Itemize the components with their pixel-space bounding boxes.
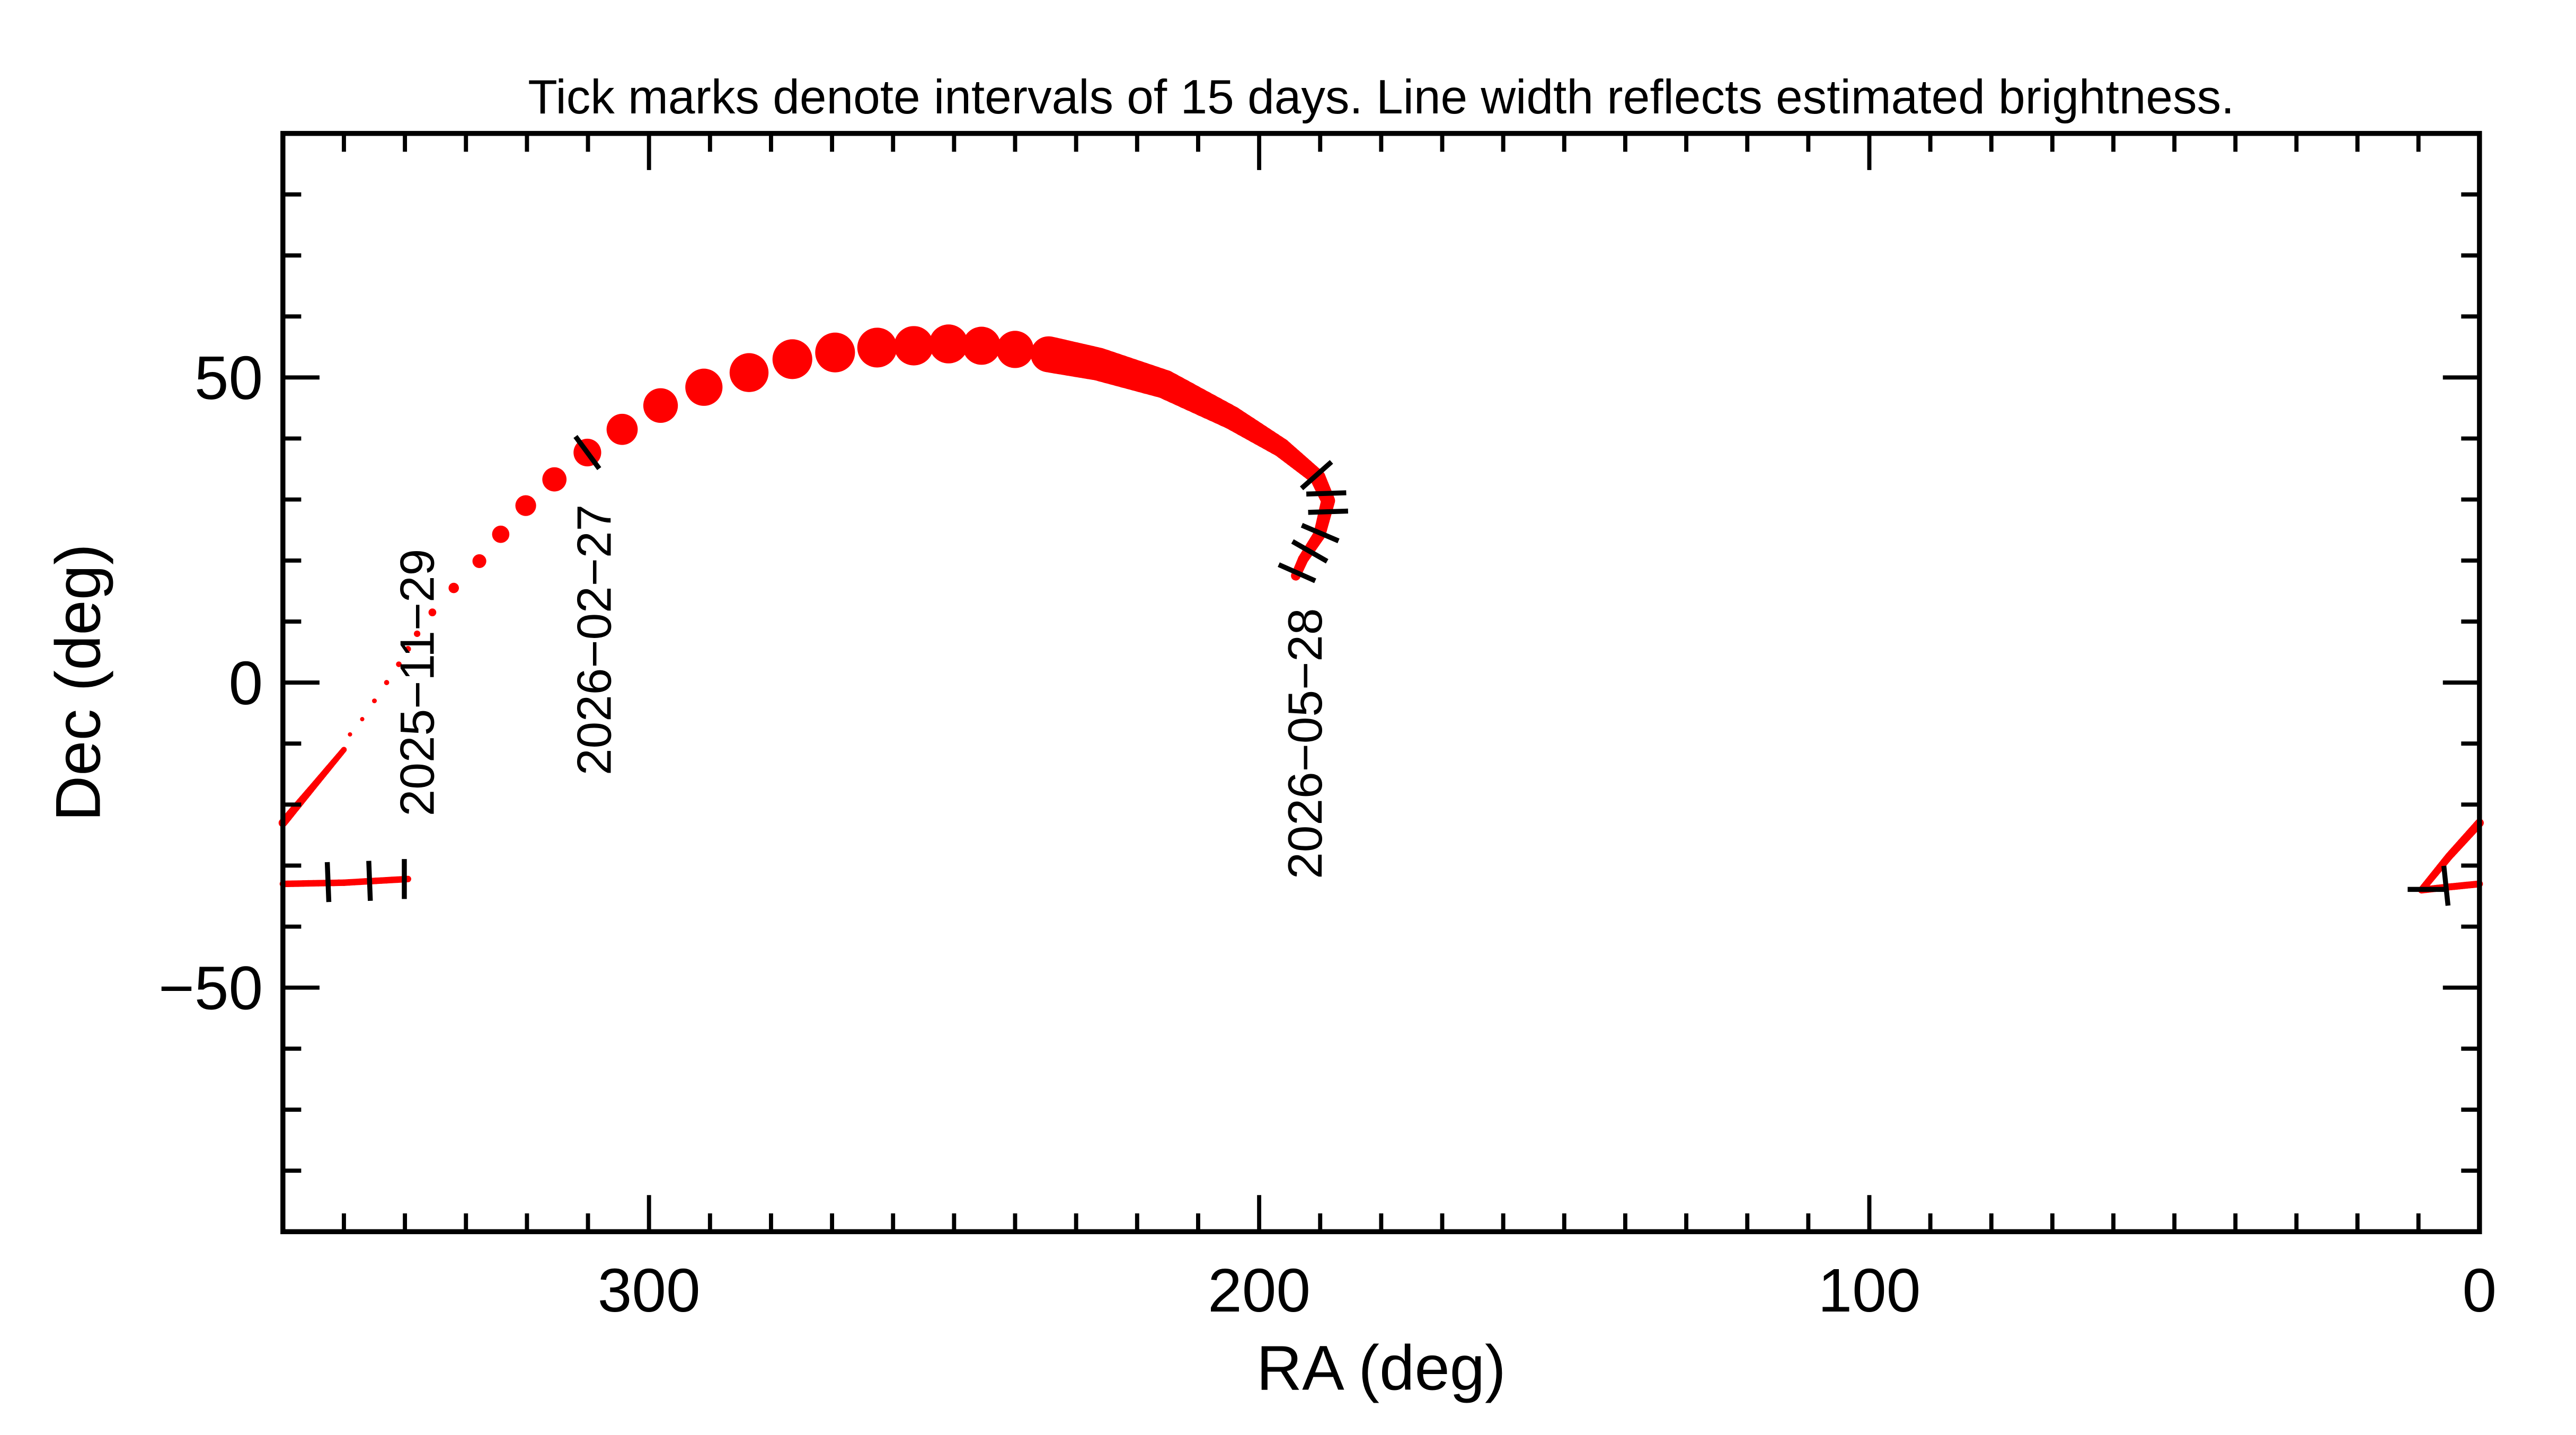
interval-tick-layer — [324, 435, 2451, 906]
track-dot — [515, 495, 536, 516]
interval-tick-mark — [1299, 460, 1333, 491]
y-axis-label: Dec (deg) — [43, 544, 113, 821]
track-dot — [428, 608, 437, 616]
y-tick-label: −50 — [158, 954, 263, 1023]
track-dot — [348, 732, 352, 737]
track-dot — [448, 582, 459, 594]
x-axis-label: RA (deg) — [1256, 1333, 1506, 1404]
track-dot — [414, 630, 421, 637]
interval-tick-mark — [366, 861, 373, 901]
date-label: 2025−11−29 — [391, 549, 445, 817]
track-dot — [857, 327, 897, 368]
track-dot — [643, 388, 678, 423]
track-dot — [962, 326, 1001, 365]
date-label: 2026−02−27 — [568, 504, 621, 775]
track-dot — [396, 661, 402, 667]
track-dot — [492, 525, 510, 543]
y-tick-label: 50 — [194, 343, 263, 412]
interval-tick-mark — [1278, 562, 1316, 583]
axes-layer: 300 200 100 0 50 0 −50 — [158, 131, 2497, 1325]
chart-title: Tick marks denote intervals of 15 days. … — [528, 70, 2234, 124]
interval-tick-mark — [1300, 522, 1340, 544]
track-dot — [542, 467, 567, 492]
date-label: 2026−05−28 — [1279, 608, 1332, 879]
track-dot — [996, 331, 1034, 368]
track-dot — [685, 368, 723, 406]
track-dot — [606, 413, 638, 445]
track-dot — [472, 554, 486, 568]
interval-tick-mark — [1308, 508, 1348, 515]
track-dot — [815, 332, 855, 373]
track-dot — [372, 698, 377, 704]
interval-tick-mark — [2441, 865, 2451, 906]
track-dot — [729, 353, 769, 392]
x-tick-label: 0 — [2463, 1256, 2497, 1325]
x-tick-label: 300 — [598, 1256, 701, 1325]
interval-tick-mark — [324, 862, 332, 902]
track-dot — [360, 717, 365, 722]
interval-tick-mark — [573, 435, 601, 471]
plot-frame — [280, 131, 2482, 1235]
track-dot — [384, 680, 390, 685]
x-tick-label: 100 — [1818, 1256, 1921, 1325]
track-dot — [772, 339, 812, 379]
track-dot — [405, 646, 411, 652]
interval-tick-mark — [1291, 539, 1329, 564]
y-tick-label: 0 — [229, 649, 263, 718]
track-dot — [894, 326, 934, 366]
x-tick-label: 200 — [1208, 1256, 1311, 1325]
track-segment — [338, 747, 347, 756]
track-dot — [929, 324, 968, 364]
date-label-layer: 2025−11−29 2026−02−27 2026−05−28 — [391, 504, 1332, 879]
interval-tick-mark — [1306, 490, 1347, 497]
